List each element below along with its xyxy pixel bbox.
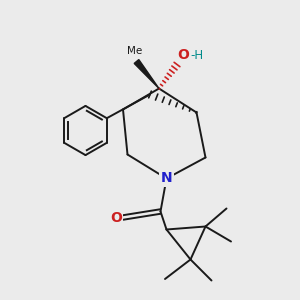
Text: O: O <box>110 211 122 224</box>
Text: -H: -H <box>190 49 204 62</box>
Polygon shape <box>134 60 159 88</box>
Text: O: O <box>178 48 190 62</box>
Text: Me: Me <box>128 46 142 56</box>
Text: N: N <box>161 172 172 185</box>
